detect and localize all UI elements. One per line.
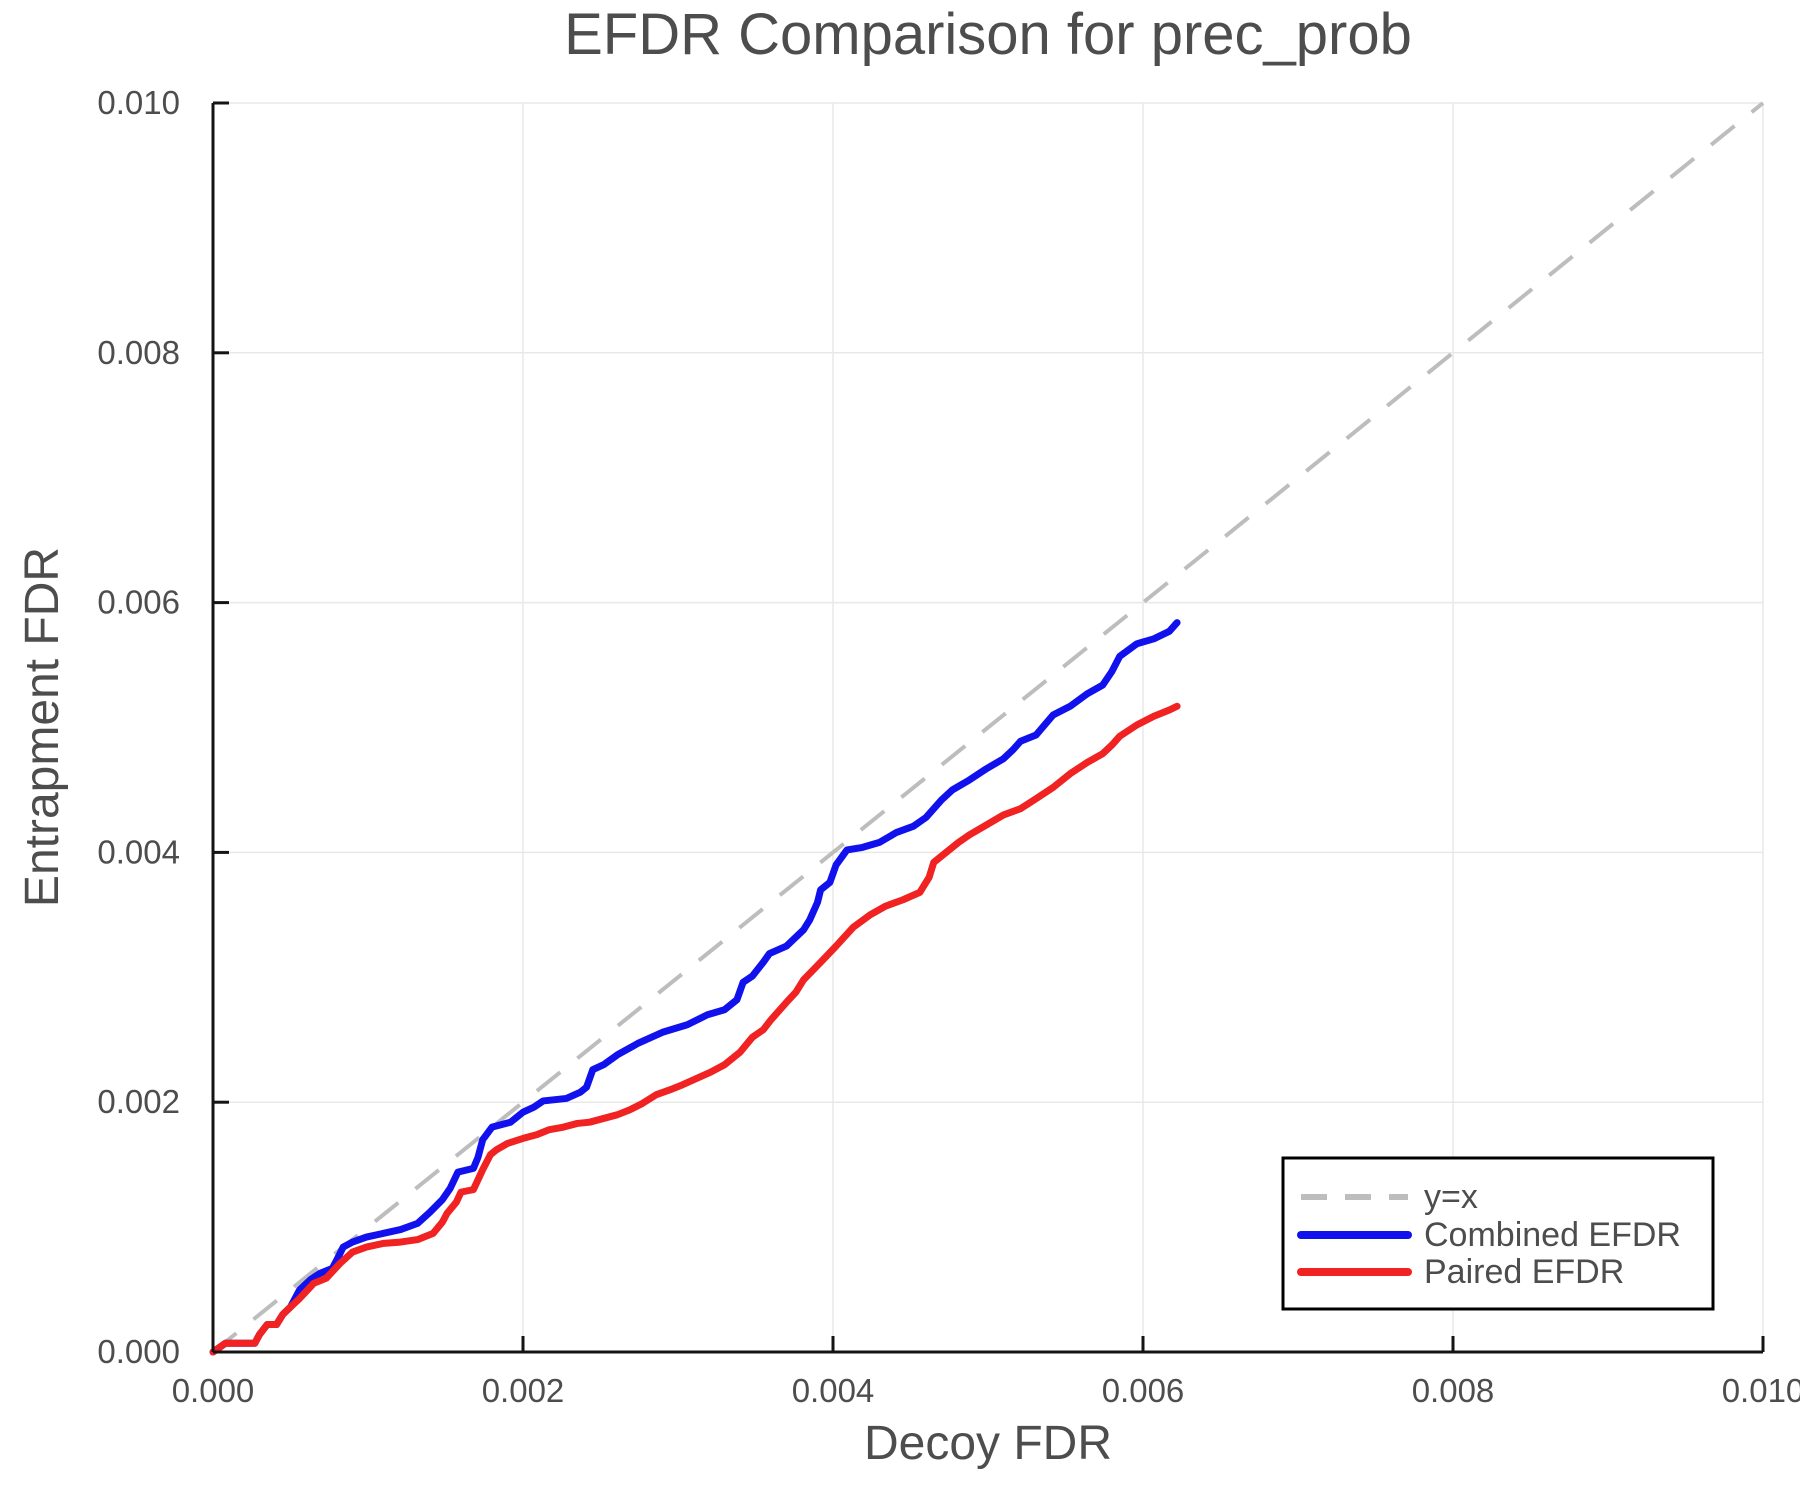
y-axis-label: Entrapment FDR xyxy=(16,547,69,907)
data-series xyxy=(209,619,1181,1356)
y-tick-label: 0.008 xyxy=(97,334,180,371)
x-tick-label: 0.010 xyxy=(1722,1372,1800,1409)
x-tick-label: 0.008 xyxy=(1412,1372,1495,1409)
y-tick-label: 0.004 xyxy=(97,833,180,870)
axis-spines xyxy=(211,103,1763,1354)
legend-label-combined: Combined EFDR xyxy=(1424,1216,1681,1254)
x-tick-label: 0.002 xyxy=(482,1372,565,1409)
x-axis-label: Decoy FDR xyxy=(864,1417,1112,1470)
y-tick-label: 0.010 xyxy=(97,84,180,121)
legend-label-paired: Paired EFDR xyxy=(1424,1253,1624,1291)
legend-label-yx: y=x xyxy=(1424,1178,1478,1216)
chart-title: EFDR Comparison for prec_prob xyxy=(564,2,1412,67)
series-combined-efdr xyxy=(209,619,1181,1356)
y-tick-label: 0.000 xyxy=(97,1333,180,1370)
x-tick-label: 0.004 xyxy=(792,1372,875,1409)
legend: y=x Combined EFDR Paired EFDR xyxy=(1281,1156,1715,1311)
axis-ticks xyxy=(211,101,1765,1354)
x-tick-label: 0.006 xyxy=(1102,1372,1185,1409)
tick-labels: 0.000 0.002 0.004 0.006 0.008 0.010 0.000 0.002… xyxy=(97,84,1800,1409)
series-paired-efdr xyxy=(209,702,1181,1356)
y-tick-label: 0.002 xyxy=(97,1083,180,1120)
y-equals-x-line xyxy=(211,101,1765,1354)
y-tick-label: 0.006 xyxy=(97,584,180,621)
x-tick-label: 0.000 xyxy=(172,1372,255,1409)
reference-line xyxy=(211,101,1765,1354)
